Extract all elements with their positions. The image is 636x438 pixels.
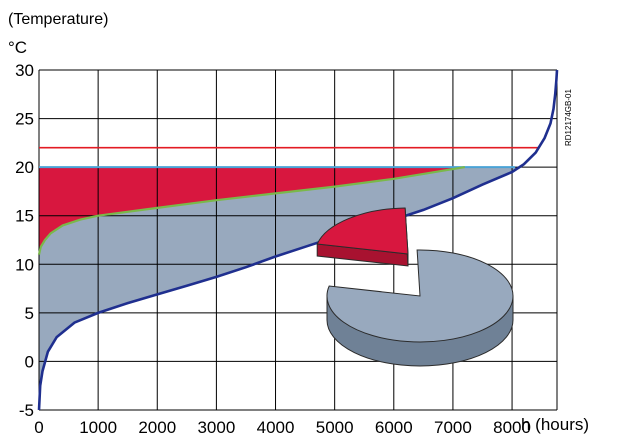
x-tick-label: 2000: [138, 418, 176, 437]
x-tick-label: 6000: [375, 418, 413, 437]
y-tick-label: 0: [25, 352, 34, 371]
y-tick-label: 30: [15, 61, 34, 80]
y-tick-label: 5: [25, 304, 34, 323]
y-tick-label: 25: [15, 110, 34, 129]
x-axis-label: h (hours): [521, 415, 589, 434]
fills-layer: [39, 167, 520, 410]
pie-chart: [316, 207, 514, 367]
pie-red-slice: [316, 207, 409, 255]
red-area-fill: [39, 167, 465, 255]
y-tick-label: 10: [15, 255, 34, 274]
grey-area-fill: [39, 167, 520, 410]
y-tick-label: 15: [15, 207, 34, 226]
x-tick-label: 3000: [197, 418, 235, 437]
x-tick-label: 7000: [434, 418, 472, 437]
text-layer: (Temperature) °C h (hours) RD12174GB-01 …: [8, 11, 589, 437]
x-tick-label: 0: [34, 418, 43, 437]
x-tick-label: 4000: [257, 418, 295, 437]
y-tick-label: 20: [15, 158, 34, 177]
green-curve: [37, 166, 465, 255]
x-tick-label: 8000: [493, 418, 531, 437]
lines-layer: [37, 69, 559, 411]
y-tick-label: -5: [19, 401, 34, 420]
x-tick-label: 5000: [316, 418, 354, 437]
y-axis-title: (Temperature): [8, 11, 108, 28]
y-axis-unit: °C: [8, 38, 27, 57]
figure-code: RD12174GB-01: [564, 89, 573, 146]
x-tick-label: 1000: [79, 418, 117, 437]
pie-grey-slice: [326, 249, 514, 343]
